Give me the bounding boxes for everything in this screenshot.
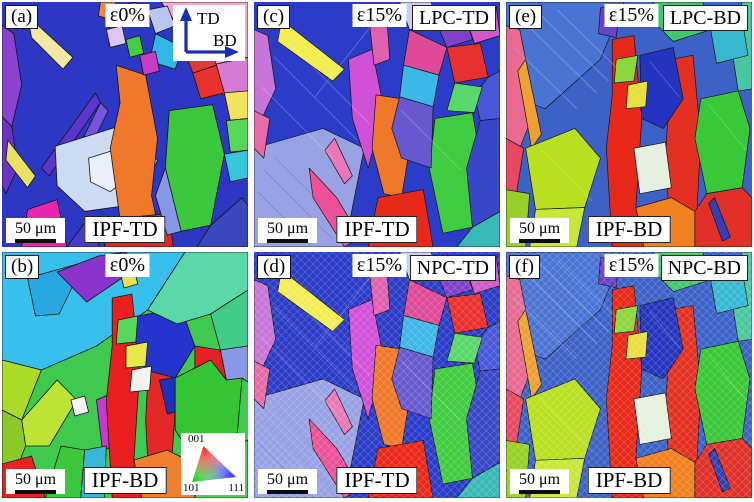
panel-e: (e) ε15% LPC-BD 50 μm IPF-BD <box>506 2 752 247</box>
condition-label: NPC-TD <box>409 255 496 281</box>
scale-line <box>519 490 561 494</box>
panel-f: (f) ε15% NPC-BD 50 μm IPF-BD <box>506 252 752 498</box>
scale-text: 50 μm <box>267 470 309 488</box>
panel-tag: (e) <box>509 5 543 29</box>
panel-d: (d) ε15% NPC-TD 50 μm IPF-TD <box>254 252 500 498</box>
strain-label: ε15% <box>352 4 406 27</box>
scale-line <box>267 239 309 243</box>
scale-bar: 50 μm <box>6 217 66 243</box>
panel-tag: (f) <box>509 255 540 279</box>
scale-line <box>519 239 561 243</box>
map-type-label: IPF-BD <box>83 466 167 494</box>
panel-tag: (c) <box>257 5 291 29</box>
scale-bar: 50 μm <box>510 217 570 243</box>
grain-map-c <box>254 2 500 247</box>
panel-tag: (a) <box>5 5 39 29</box>
condition-label: LPC-TD <box>412 5 496 31</box>
panel-b: (b) ε0% 50 μm IPF-BD 001 101 111 <box>2 252 248 498</box>
td-axis-label: TD <box>197 9 220 28</box>
ipf-color-key: 001 101 111 <box>181 433 245 495</box>
ipf-key-101-label: 101 <box>183 482 200 494</box>
ipf-key-111-label: 111 <box>228 482 244 494</box>
bd-axis-label: BD <box>213 31 237 50</box>
panel-c: (c) ε15% LPC-TD 50 μm IPF-TD <box>254 2 500 247</box>
scale-text: 50 μm <box>267 219 309 237</box>
sample-axes-indicator: TD BD <box>173 5 245 61</box>
scale-line <box>15 239 57 243</box>
panel-tag: (d) <box>257 255 292 279</box>
map-type-label: IPF-TD <box>84 215 166 243</box>
grain-map-f <box>506 252 752 498</box>
scale-bar: 50 μm <box>258 468 318 494</box>
scale-line <box>15 490 57 494</box>
strain-label: ε0% <box>105 4 149 27</box>
axes-arrows-icon <box>180 7 239 58</box>
condition-label: LPC-BD <box>662 5 748 31</box>
ipf-key-001-label: 001 <box>188 433 205 445</box>
scale-text: 50 μm <box>15 219 57 237</box>
strain-label: ε15% <box>352 254 406 277</box>
map-type-label: IPF-TD <box>336 466 418 494</box>
grain-map-d <box>254 252 500 498</box>
scale-bar: 50 μm <box>258 217 318 243</box>
strain-label: ε0% <box>105 254 149 277</box>
map-type-label: IPF-BD <box>587 466 671 494</box>
panel-tag: (b) <box>5 255 40 279</box>
scale-line <box>267 490 309 494</box>
panel-a: (a) ε0% TD BD 50 μm IPF-TD <box>2 2 248 247</box>
scale-bar: 50 μm <box>6 468 66 494</box>
scale-text: 50 μm <box>519 470 561 488</box>
strain-label: ε15% <box>604 4 658 27</box>
strain-label: ε15% <box>604 254 658 277</box>
ipf-color-triangle-icon <box>192 446 236 482</box>
grain-map-e <box>506 2 752 247</box>
map-type-label: IPF-TD <box>336 215 418 243</box>
scale-text: 50 μm <box>15 470 57 488</box>
map-type-label: IPF-BD <box>587 215 671 243</box>
scale-bar: 50 μm <box>510 468 570 494</box>
scale-text: 50 μm <box>519 219 561 237</box>
condition-label: NPC-BD <box>660 255 748 281</box>
